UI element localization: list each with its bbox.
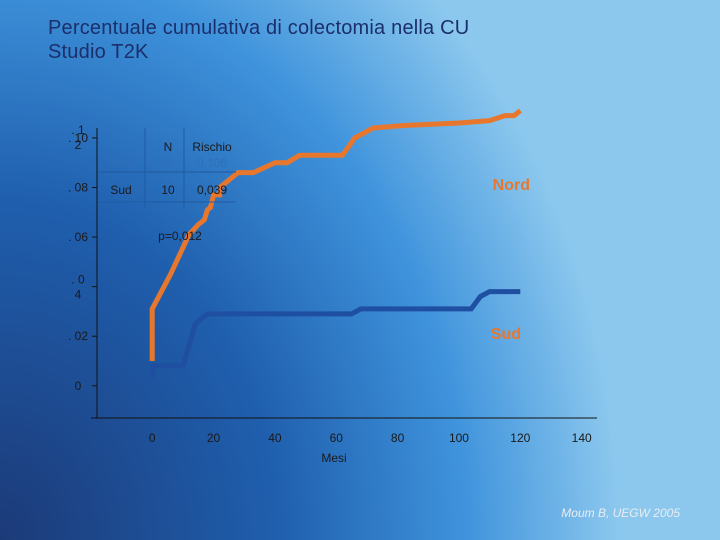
legend-table: N Rischio Nord 30 0,108 Sud 10 0,039	[98, 128, 236, 208]
y-tick-label-line: 2	[75, 138, 82, 152]
series-label-sud: Sud	[491, 326, 521, 343]
y-tick-label-line: . 06	[68, 230, 88, 244]
y-tick-label-line: 0	[75, 379, 82, 393]
series-line-nord	[149, 108, 522, 361]
x-tick-label: 0	[149, 431, 156, 445]
x-tick-label: 80	[391, 431, 405, 445]
legend-n-sud: 10	[161, 183, 175, 197]
chart-axes	[91, 128, 597, 419]
x-tick-label: 140	[572, 431, 592, 445]
chart-series	[149, 108, 522, 379]
y-tick-label-line: . 10	[68, 131, 88, 145]
x-tick-label: 20	[207, 431, 221, 445]
legend-header-rischio: Rischio	[192, 140, 232, 154]
y-tick-label: . 10	[68, 131, 88, 145]
y-tick-label-line: . 02	[68, 329, 88, 343]
slide-title: Percentuale cumulativa di colectomia nel…	[48, 16, 469, 64]
title-line-1: Percentuale cumulativa di colectomia nel…	[48, 17, 470, 39]
legend-header-n: N	[164, 140, 173, 154]
y-tick-label: . 02	[68, 329, 88, 343]
series-label-nord: Nord	[493, 177, 530, 194]
y-tick-label: 0	[75, 379, 82, 393]
x-axis-label: Mesi	[321, 451, 346, 465]
y-tick-label: . 08	[68, 180, 88, 194]
y-tick-label-line: . 0	[71, 273, 85, 287]
legend-group-sud: Sud	[110, 183, 131, 197]
x-tick-label: 120	[510, 431, 530, 445]
legend-n-nord: 30	[161, 156, 175, 170]
series-line-sud	[149, 289, 521, 379]
x-tick-label: 60	[330, 431, 344, 445]
legend-group-nord: Nord	[108, 156, 134, 170]
p-value-annotation: p=0,012	[158, 229, 202, 243]
y-tick-label-line: . 08	[68, 180, 88, 194]
x-tick-label: 100	[449, 431, 469, 445]
y-tick-label-line: . 1	[71, 123, 85, 137]
x-tick-label: 40	[268, 431, 282, 445]
x-axis-tick-labels: 0 20 40 60 80 100 120 140	[149, 431, 592, 445]
legend-rischio-nord: 0,108	[197, 156, 227, 170]
legend-rischio-sud: 0,039	[197, 183, 227, 197]
y-tick-label: . 06	[68, 230, 88, 244]
source-credit: Moum B, UEGW 2005	[561, 506, 680, 520]
y-tick-label-line: 4	[75, 288, 82, 302]
title-line-2: Studio T2K	[48, 41, 149, 63]
